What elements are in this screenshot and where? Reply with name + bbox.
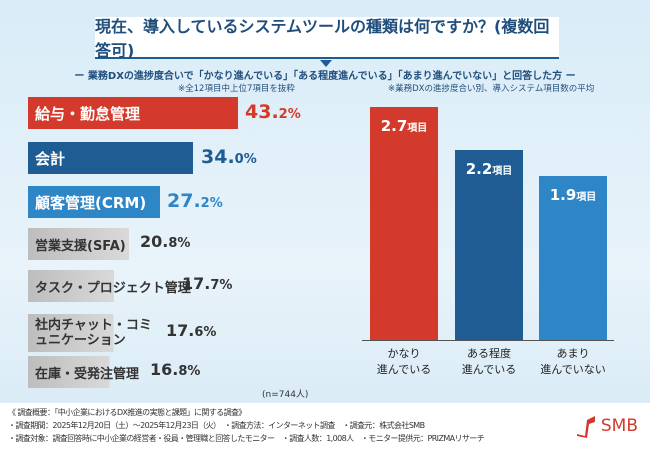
bar-1: 給与・勤怠管理 — [28, 97, 238, 129]
smb-logo-icon — [576, 416, 595, 438]
bar-7: 在庫・受発注管理 — [28, 356, 163, 388]
column-value-1: 2.7項目 — [380, 117, 428, 135]
note-left: ※全12項目中上位7項目を抜粋 — [178, 84, 295, 94]
column-label-1: かなり 進んでいる — [376, 347, 432, 376]
x-axis-line — [362, 340, 614, 341]
column-3: 1.9項目 — [539, 176, 607, 340]
smb-logo: SMB — [575, 414, 638, 438]
bar-value-6: 17.6% — [166, 321, 217, 340]
footer-line-1: 《 調査概要：「中小企業におけるDX推進の実態と課題」に関する調査》 — [8, 408, 246, 417]
bar-6: 社内チャット・コミュニケーション — [28, 314, 158, 352]
footer-line-2: ・調査期間：2025年12月20日（土）〜2025年12月23日（火） ・調査方… — [8, 421, 425, 430]
note-right: ※業務DXの進捗度合い別、導入システム項目数の平均 — [388, 84, 595, 94]
subtitle: ー 業務DXの進捗度合いで「かなり進んでいる」「ある程度進んでいる」「あまり進ん… — [74, 71, 576, 82]
bar-value-1: 43.2% — [245, 101, 301, 123]
column-value-3: 1.9項目 — [549, 186, 597, 205]
bar-5: タスク・プロジェクト管理 — [28, 270, 198, 302]
column-1: 2.7項目 — [370, 107, 438, 340]
sample-size: (n=744人) — [262, 390, 309, 400]
column-2: 2.2項目 — [455, 150, 523, 340]
bar-value-4: 20.8% — [140, 232, 191, 251]
chart-title: 現在、導入しているシステムツールの種類は何ですか？(複数回答可) — [95, 17, 559, 60]
logo-text: SMB — [600, 416, 638, 436]
column-label-3: あまり 進んでいない — [540, 347, 606, 376]
footer-line-3: ・調査対象：調査回答時に中小企業の経営者・役員・管理職と回答したモニター ・調査… — [8, 434, 485, 443]
bar-value-5: 17.7% — [182, 274, 233, 293]
column-value-2: 2.2項目 — [465, 160, 513, 179]
bar-2: 会計 — [28, 142, 194, 174]
title-pointer — [320, 60, 332, 67]
column-label-2: ある程度 進んでいる — [461, 347, 517, 376]
bar-3: 顧客管理(CRM) — [28, 186, 161, 218]
bar-value-3: 27.2% — [167, 190, 223, 212]
bar-value-2: 34.0% — [201, 146, 257, 168]
bar-4: 営業支援(SFA) — [28, 228, 130, 260]
bar-value-7: 16.8% — [150, 360, 201, 379]
footer: 《 調査概要：「中小企業におけるDX推進の実態と課題」に関する調査》 ・調査期間… — [0, 403, 650, 450]
